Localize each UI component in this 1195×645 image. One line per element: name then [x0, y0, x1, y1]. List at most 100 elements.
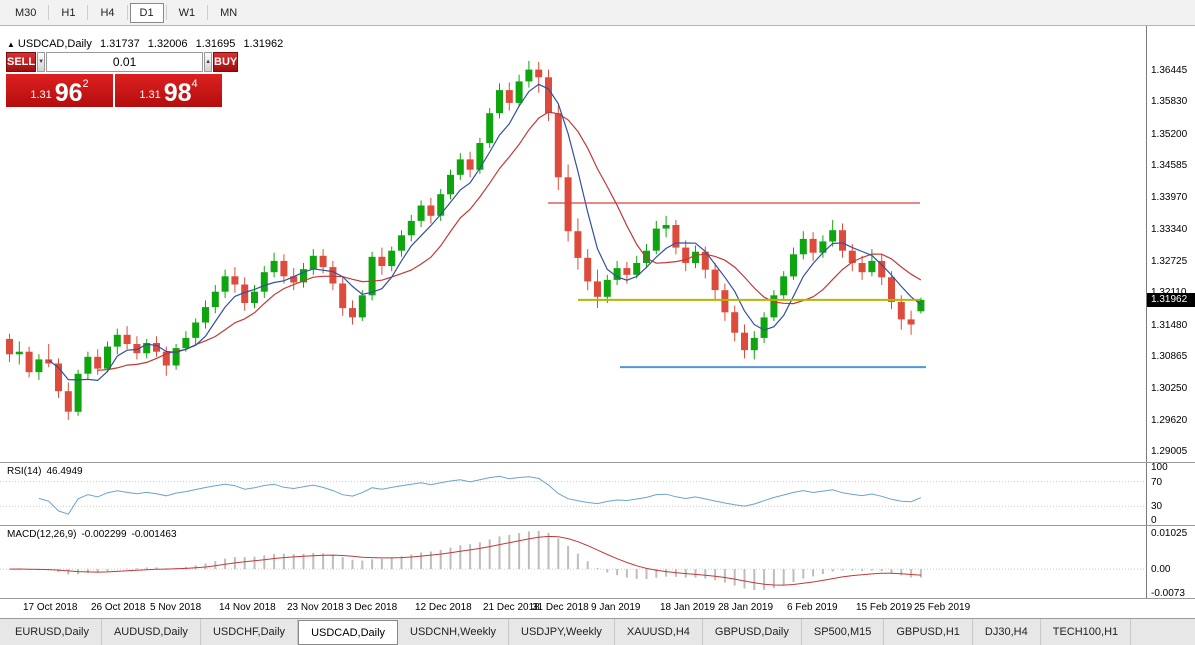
rsi-scale-label: 70 — [1151, 477, 1163, 488]
ohlc-low: 1.31695 — [195, 38, 236, 50]
macd-scale-label: -0.0073 — [1151, 588, 1185, 599]
volume-input[interactable] — [46, 52, 204, 72]
date-label: 31 Dec 2018 — [532, 602, 589, 613]
bid-quote[interactable]: 1.31 96 2 — [6, 74, 113, 107]
rsi-label: RSI(14) 46.4949 — [7, 466, 88, 477]
date-label: 18 Jan 2019 — [660, 602, 716, 613]
rsi-scale-label: 100 — [1151, 462, 1168, 473]
bid-price-prefix: 1.31 — [30, 89, 52, 101]
price-scale-label: 1.32725 — [1151, 256, 1188, 267]
macd-indicator-name: MACD(12,26,9) — [7, 529, 77, 540]
price-scale-label: 1.34585 — [1151, 160, 1188, 171]
tf-button-m30[interactable]: M30 — [15, 6, 37, 19]
date-label: 23 Nov 2018 — [287, 602, 344, 613]
chevron-up-icon: ▲ — [205, 59, 212, 65]
toolbar-separator — [165, 5, 167, 20]
main-chart-panel: 1.31962 1.36445 1.35830 1.35200 1.34585 1.33… — [0, 26, 1195, 463]
macd-value-main: -0.002299 — [81, 529, 127, 540]
tab-tech100-h1[interactable]: TECH100,H1 — [1041, 619, 1132, 645]
macd-value-signal: -0.001463 — [131, 529, 177, 540]
tab-eurusd-daily[interactable]: EURUSD,Daily — [3, 619, 102, 645]
price-scale[interactable]: 1.31962 1.36445 1.35830 1.35200 1.34585 1.33… — [1146, 26, 1195, 462]
tab-dj30-h4[interactable]: DJ30,H4 — [973, 619, 1041, 645]
symbol-tabs: EURUSD,Daily AUDUSD,Daily USDCHF,Daily USDC… — [0, 618, 1195, 645]
date-label: 17 Oct 2018 — [23, 602, 78, 613]
chart-ohlc-header: ▲ USDCAD,Daily 1.31737 1.32006 1.31695 1.… — [7, 38, 288, 50]
ohlc-open: 1.31737 — [99, 38, 140, 50]
one-click-trading-widget: SELL ▼ ▲ BUY 1.31 96 2 1.31 98 4 — [6, 52, 239, 107]
ask-price-pipette: 4 — [191, 78, 198, 90]
price-scale-label: 1.33970 — [1151, 192, 1188, 203]
tab-sp500-m15[interactable]: SP500,M15 — [802, 619, 885, 645]
tf-button-mn[interactable]: MN — [220, 6, 238, 19]
date-label: 3 Dec 2018 — [346, 602, 398, 613]
price-scale-label: 1.35830 — [1151, 96, 1188, 107]
price-scale-label: 1.32110 — [1151, 287, 1186, 298]
volume-decrease-button[interactable]: ▼ — [37, 52, 46, 72]
ask-price-big-digits: 98 — [163, 78, 192, 107]
tab-usdjpy-weekly[interactable]: USDJPY,Weekly — [509, 619, 615, 645]
macd-scale-label: 0.01025 — [1151, 528, 1188, 539]
tab-usdcad-daily[interactable]: USDCAD,Daily — [298, 620, 399, 645]
tab-usdchf-daily[interactable]: USDCHF,Daily — [201, 619, 299, 645]
price-scale-label: 1.29005 — [1151, 446, 1188, 457]
date-label: 5 Nov 2018 — [150, 602, 202, 613]
date-label: 21 Dec 2018 — [483, 602, 540, 613]
symbol-title: USDCAD,Daily — [17, 38, 92, 50]
ask-quote[interactable]: 1.31 98 4 — [115, 74, 222, 107]
date-label: 26 Oct 2018 — [91, 602, 146, 613]
tab-gbpusd-h1[interactable]: GBPUSD,H1 — [884, 619, 973, 645]
toolbar-separator — [87, 5, 89, 20]
date-axis[interactable]: 17 Oct 2018 26 Oct 2018 5 Nov 2018 14 Nov 2… — [0, 599, 1195, 618]
price-scale-label: 1.36445 — [1151, 65, 1188, 76]
tf-button-h4[interactable]: H4 — [100, 6, 115, 19]
toolbar-separator — [126, 5, 128, 20]
macd-panel: 0.01025 0.00 -0.0073 MACD(12,26,9) -0.00229… — [0, 526, 1195, 599]
macd-scale-label: 0.00 — [1151, 564, 1171, 575]
tab-xauusd-h4[interactable]: XAUUSD,H4 — [615, 619, 703, 645]
symbol-marker-icon: ▲ — [7, 40, 15, 49]
tab-audusd-daily[interactable]: AUDUSD,Daily — [102, 619, 201, 645]
tf-button-w1[interactable]: W1 — [178, 6, 196, 19]
macd-chart[interactable] — [0, 526, 1146, 598]
toolbar-separator — [207, 5, 209, 20]
tab-usdcnh-weekly[interactable]: USDCNH,Weekly — [398, 619, 510, 645]
current-price-badge: 1.31962 — [1147, 293, 1195, 307]
price-scale-label: 1.35200 — [1151, 129, 1188, 140]
rsi-panel: 100 70 30 0 RSI(14) 46.4949 — [0, 462, 1195, 526]
chevron-down-icon: ▼ — [38, 59, 45, 65]
ask-price-prefix: 1.31 — [139, 89, 161, 101]
timeframe-toolbar: M30 H1 H4 D1 W1 MN — [0, 0, 1195, 26]
date-label: 15 Feb 2019 — [856, 602, 913, 613]
date-label: 6 Feb 2019 — [787, 602, 838, 613]
ohlc-close: 1.31962 — [243, 38, 284, 50]
toolbar-separator — [48, 5, 50, 20]
rsi-scale-label: 30 — [1151, 501, 1163, 512]
sell-button[interactable]: SELL — [6, 52, 37, 72]
price-scale-label: 1.30250 — [1151, 383, 1188, 394]
macd-label: MACD(12,26,9) -0.002299 -0.001463 — [7, 529, 182, 540]
price-scale-label: 1.30865 — [1151, 351, 1188, 362]
tab-gbpusd-daily[interactable]: GBPUSD,Daily — [703, 619, 802, 645]
rsi-chart[interactable] — [0, 463, 1146, 525]
price-scale-label: 1.31480 — [1151, 320, 1188, 331]
price-scale-label: 1.33340 — [1151, 224, 1188, 235]
bid-price-pipette: 2 — [82, 78, 89, 90]
ohlc-high: 1.32006 — [147, 38, 188, 50]
rsi-scale-label: 0 — [1151, 515, 1157, 526]
date-label: 9 Jan 2019 — [591, 602, 641, 613]
rsi-indicator-name: RSI(14) — [7, 466, 42, 477]
tf-button-d1[interactable]: D1 — [129, 2, 164, 23]
tf-button-h1[interactable]: H1 — [61, 6, 76, 19]
volume-increase-button[interactable]: ▲ — [204, 52, 213, 72]
date-label: 25 Feb 2019 — [914, 602, 971, 613]
date-label: 14 Nov 2018 — [219, 602, 276, 613]
rsi-value: 46.4949 — [46, 466, 83, 477]
date-label: 28 Jan 2019 — [718, 602, 774, 613]
price-scale-label: 1.29620 — [1151, 415, 1188, 426]
date-label: 12 Dec 2018 — [415, 602, 472, 613]
macd-scale[interactable]: 0.01025 0.00 -0.0073 — [1146, 526, 1195, 599]
rsi-scale[interactable]: 100 70 30 0 — [1146, 462, 1195, 526]
buy-button[interactable]: BUY — [213, 52, 239, 72]
